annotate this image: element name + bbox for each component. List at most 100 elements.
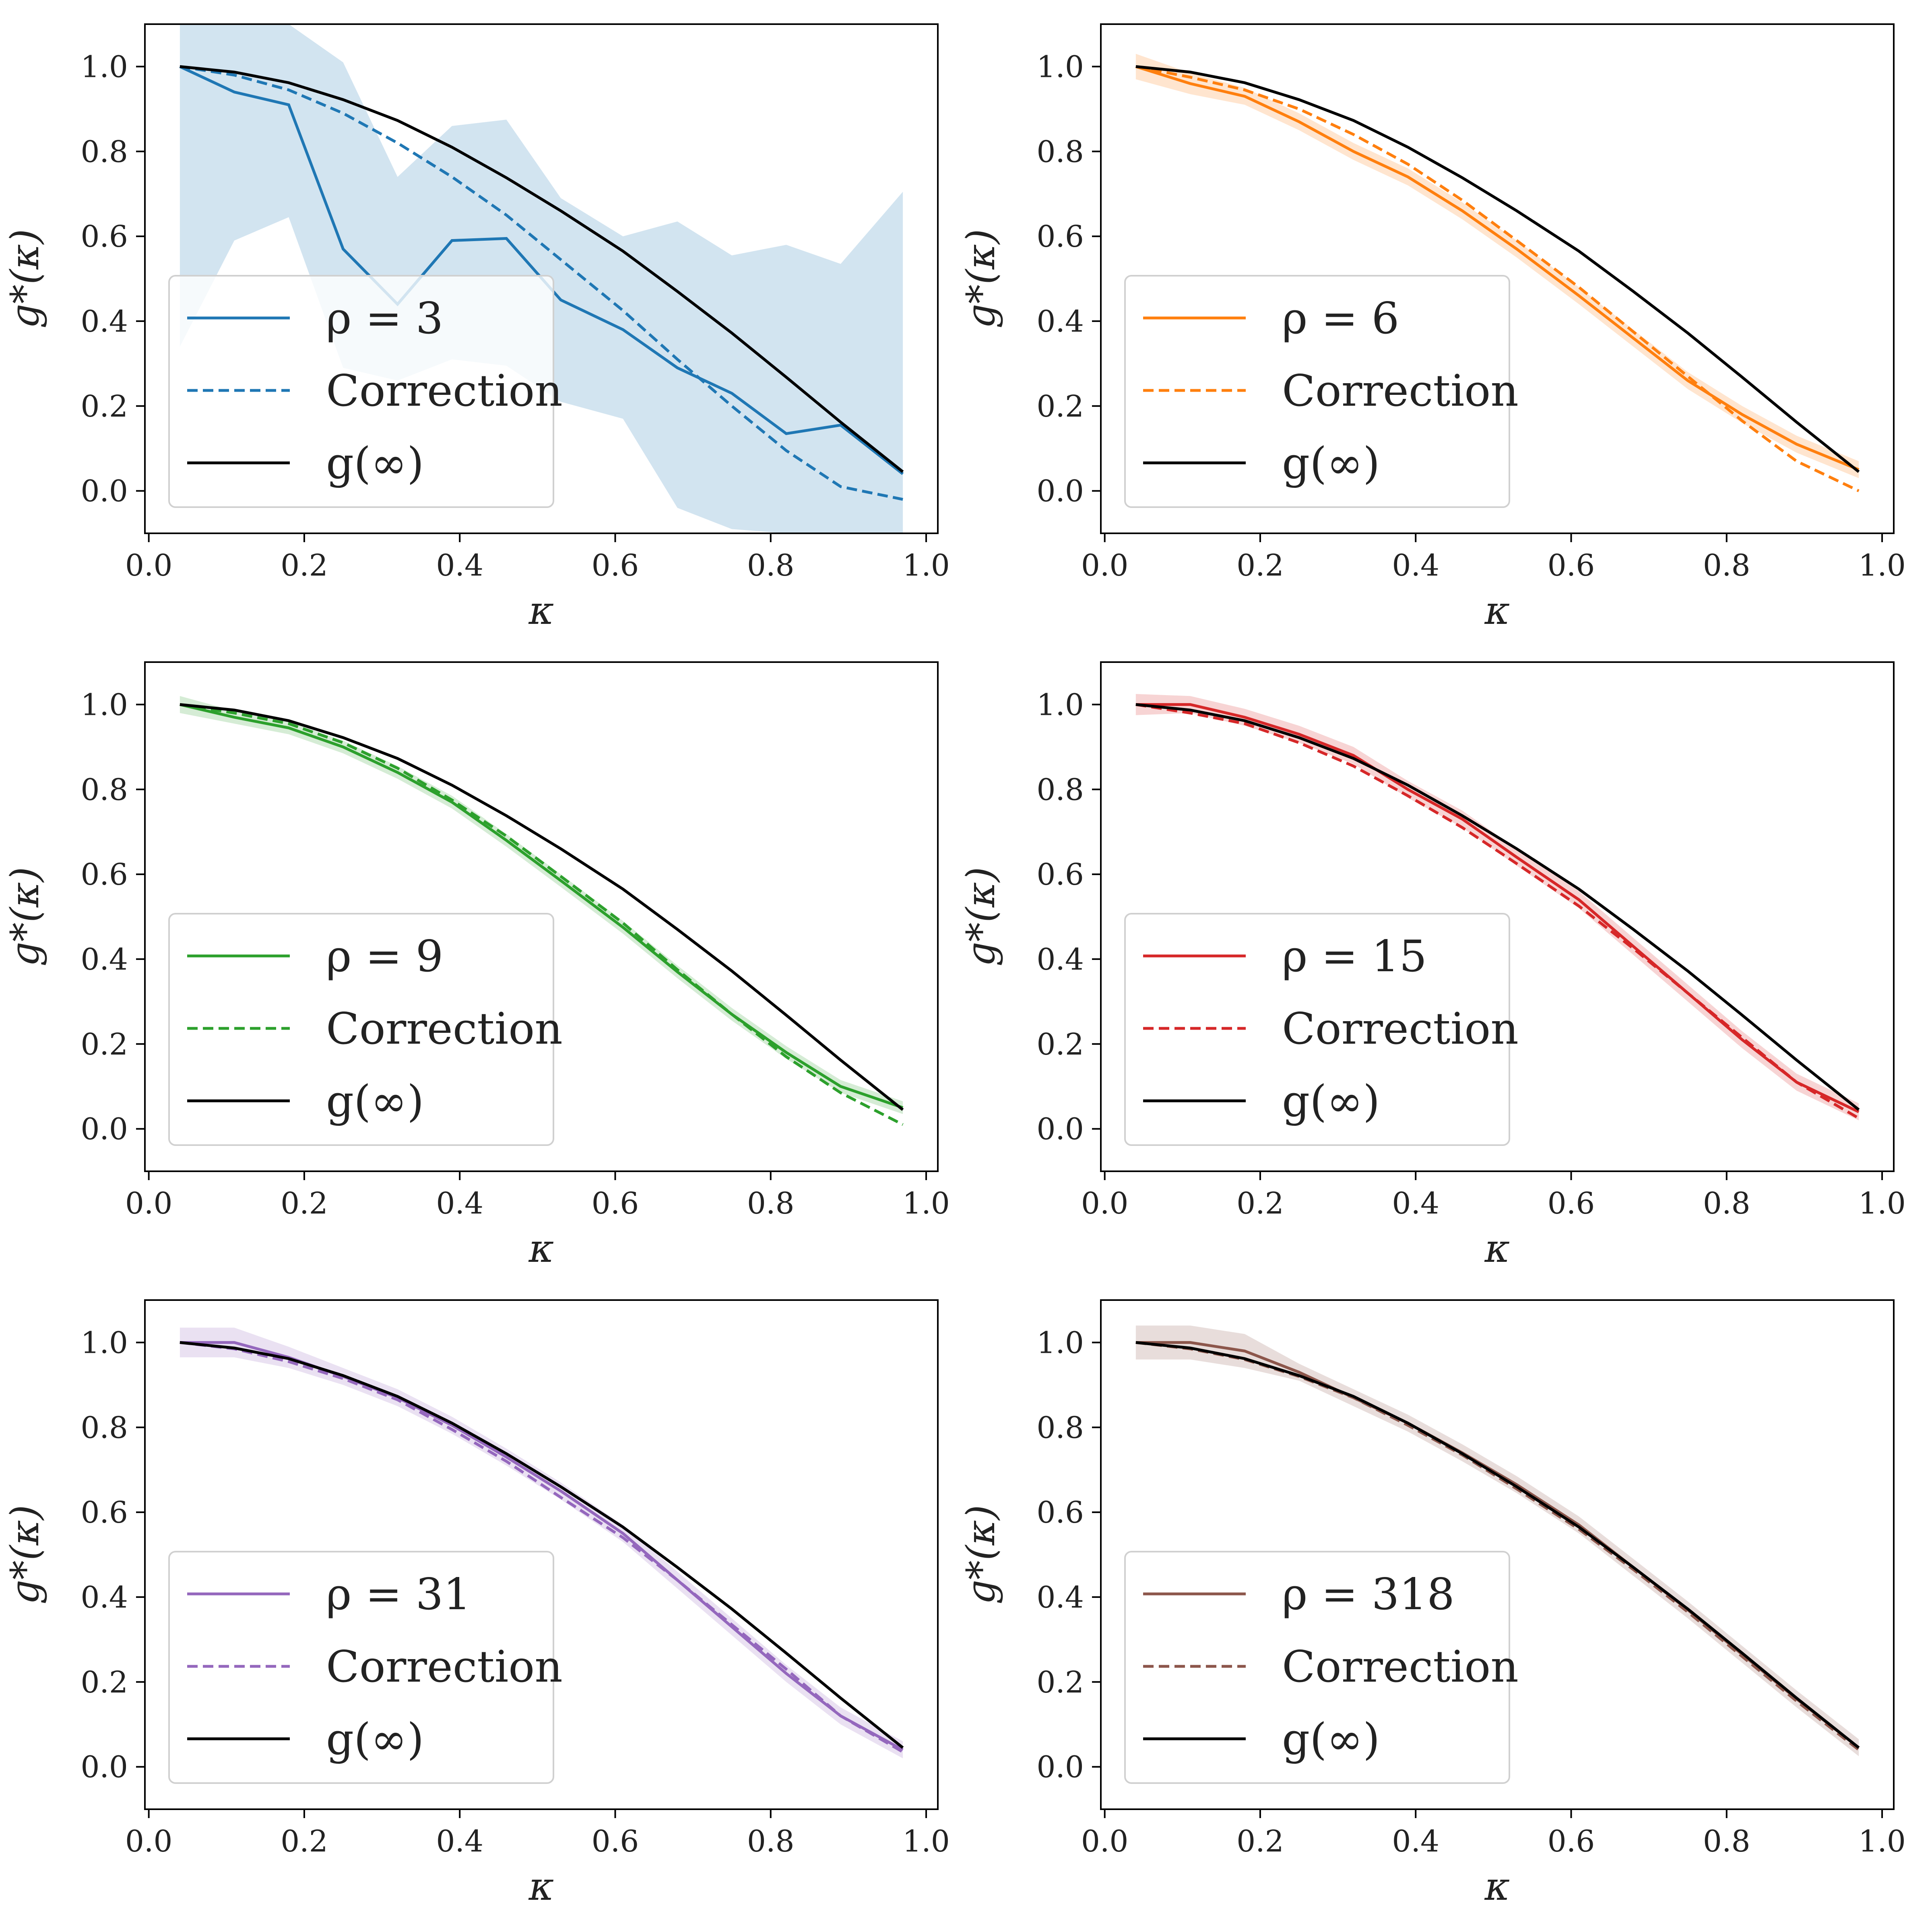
x-tick-label: 0.2 (1236, 1186, 1284, 1221)
confidence-band (180, 1327, 903, 1759)
chart-panel-4: 0.0 0.2 0.4 0.6 0.8 1.0 0.0 0.2 0.4 0.6 0.8 1.0 κ g*(… (958, 661, 1906, 1271)
x-tick-label: 0.8 (747, 1824, 795, 1859)
legend-correction-label: Correction (326, 1642, 563, 1692)
reference-line (1135, 1341, 1860, 1749)
x-tick-label: 0.0 (1081, 1186, 1129, 1221)
legend-box (168, 1551, 554, 1784)
legend-reference-label: g(∞) (1282, 1714, 1380, 1765)
y-axis-label: g*(κ) (958, 867, 1003, 966)
y-axis-label: g*(κ) (958, 229, 1003, 328)
x-tick-label: 0.6 (592, 1186, 639, 1221)
y-tick-label: 0.2 (80, 1027, 128, 1062)
confidence-band (1135, 694, 1859, 1121)
x-axis-label: κ (1484, 1226, 1510, 1271)
legend-series-label: ρ = 9 (326, 931, 443, 982)
y-tick-label: 0.0 (80, 1750, 128, 1785)
legend-box (168, 275, 554, 508)
legend-series-label: ρ = 31 (326, 1569, 471, 1620)
y-tick-label: 1.0 (1036, 1325, 1084, 1360)
y-tick-label: 0.6 (80, 1495, 128, 1530)
legend-reference-label: g(∞) (326, 1714, 424, 1765)
legend-series-label: ρ = 318 (1282, 1569, 1455, 1620)
correction-line (180, 1341, 904, 1753)
x-axis-label: κ (528, 1864, 554, 1909)
legend-series-label: ρ = 15 (1282, 931, 1427, 982)
y-axis-label: g*(κ) (2, 229, 47, 328)
reference-line (180, 703, 904, 1111)
legend-correction-label: Correction (1282, 1642, 1519, 1692)
legend-reference-label: g(∞) (1282, 438, 1380, 489)
x-tick-label: 0.6 (1548, 1186, 1595, 1221)
y-tick-label: 0.6 (1036, 857, 1084, 892)
empirical-line (1135, 65, 1860, 471)
y-tick-label: 0.4 (1036, 1580, 1084, 1615)
x-tick-label: 0.4 (436, 1824, 483, 1859)
y-tick-label: 0.8 (80, 772, 128, 807)
correction-line (180, 703, 904, 1126)
x-tick-label: 0.6 (1548, 548, 1595, 583)
x-tick-label: 1.0 (1858, 1824, 1906, 1859)
x-tick-label: 0.6 (1548, 1824, 1595, 1859)
x-tick-label: 1.0 (902, 548, 950, 583)
x-tick-label: 1.0 (1858, 548, 1906, 583)
y-tick-label: 0.8 (80, 1410, 128, 1445)
x-tick-label: 1.0 (902, 1186, 950, 1221)
x-tick-label: 0.4 (1392, 1186, 1439, 1221)
x-tick-label: 0.4 (436, 1186, 483, 1221)
y-tick-label: 0.2 (80, 1665, 128, 1700)
y-tick-label: 0.4 (80, 1580, 128, 1615)
empirical-line (180, 703, 904, 1109)
legend: ρ = 31 Correction g(∞) (168, 1551, 563, 1784)
x-tick-label: 0.8 (747, 548, 795, 583)
chart-panel-6: 0.0 0.2 0.4 0.6 0.8 1.0 0.0 0.2 0.4 0.6 0.8 1.0 κ g*(… (958, 1299, 1906, 1909)
empirical-line (179, 65, 904, 475)
plot-area (180, 1327, 904, 1759)
legend-series-label: ρ = 3 (326, 293, 443, 344)
x-axis-label: κ (528, 1226, 554, 1271)
x-tick-label: 0.8 (1703, 1186, 1750, 1221)
legend: ρ = 3 Correction g(∞) (168, 275, 563, 508)
x-tick-label: 0.2 (1236, 548, 1284, 583)
x-tick-label: 0.8 (1703, 1824, 1750, 1859)
x-axis-label: κ (1484, 1864, 1510, 1909)
y-tick-label: 0.2 (80, 389, 128, 424)
y-tick-label: 0.4 (1036, 942, 1084, 977)
y-tick-label: 0.4 (80, 942, 128, 977)
y-tick-label: 1.0 (80, 50, 128, 84)
legend-reference-label: g(∞) (326, 1076, 424, 1127)
confidence-band (180, 696, 903, 1114)
plot-frame (1100, 1299, 1895, 1810)
correction-line (1135, 65, 1860, 492)
chart-panel-2: 0.0 0.2 0.4 0.6 0.8 1.0 0.0 0.2 0.4 0.6 0.8 1.0 κ g*(… (958, 23, 1906, 633)
x-tick-label: 0.0 (1081, 1824, 1129, 1859)
plot-frame (144, 23, 939, 534)
x-tick-label: 1.0 (902, 1824, 950, 1859)
y-tick-label: 0.2 (1036, 1027, 1084, 1062)
plot-area (180, 696, 904, 1126)
legend-correction-label: Correction (1282, 366, 1519, 416)
legend: ρ = 15 Correction g(∞) (1124, 913, 1519, 1146)
legend-box (1124, 913, 1510, 1146)
legend-reference-label: g(∞) (1282, 1076, 1380, 1127)
y-tick-label: 0.0 (80, 1112, 128, 1147)
x-tick-label: 0.6 (592, 548, 639, 583)
y-tick-label: 1.0 (80, 1325, 128, 1360)
legend-series-label: ρ = 6 (1282, 293, 1399, 344)
x-tick-label: 0.2 (1236, 1824, 1284, 1859)
y-tick-label: 0.2 (1036, 389, 1084, 424)
x-tick-label: 0.4 (1392, 1824, 1439, 1859)
x-tick-label: 0.2 (281, 548, 328, 583)
plot-frame (1100, 23, 1895, 534)
empirical-line (1135, 703, 1860, 1113)
y-tick-label: 1.0 (1036, 687, 1084, 722)
legend: ρ = 9 Correction g(∞) (168, 913, 563, 1146)
y-tick-label: 1.0 (80, 687, 128, 722)
reference-line (1135, 703, 1860, 1111)
x-tick-label: 0.2 (281, 1824, 328, 1859)
y-tick-label: 0.8 (1036, 772, 1084, 807)
y-tick-label: 0.6 (1036, 1495, 1084, 1530)
chart-panel-1: 0.0 0.2 0.4 0.6 0.8 1.0 0.0 0.2 0.4 0.6 0.8 1.0 κ g*(… (2, 23, 950, 633)
reference-line (180, 1341, 904, 1749)
legend-box (1124, 1551, 1510, 1784)
